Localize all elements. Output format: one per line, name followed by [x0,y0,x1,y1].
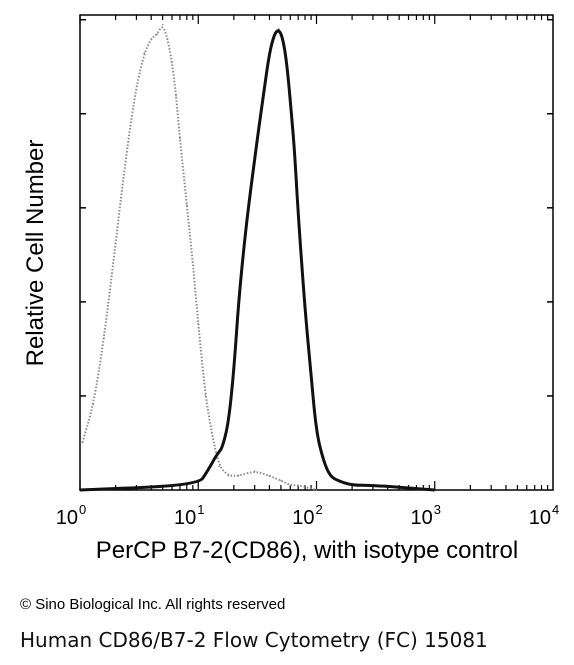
x-tick-label: 10 4 [529,502,559,529]
cd86-stained-point [285,61,288,64]
cd86-stained-point [268,52,271,54]
isotype-control-point [171,61,173,64]
cd86-stained-point [237,299,240,301]
x-axis-ticks [79,15,549,490]
x-tick-label-base: 10 [56,507,78,529]
cd86-stained-point [233,370,235,373]
x-tick-labels: 10 0 10 1 10 2 10 3 10 4 [56,502,559,529]
x-tick-label: 10 2 [292,502,322,529]
isotype-control-point [192,261,194,263]
cd86-stained-point [244,232,247,235]
cd86-stained-point [293,147,296,149]
x-tick-label-exponent: 4 [552,502,559,517]
cd86-stained-point [329,475,331,477]
x-tick-label-exponent: 2 [316,502,323,517]
cd86-stained-point [197,484,200,487]
x-tick-label-base: 10 [174,507,196,529]
isotype-control-point [315,489,318,491]
isotype-control-point [197,323,200,325]
cd86-stained-point [434,489,436,491]
x-tick-label-exponent: 0 [79,502,86,517]
cd86-stained-point [297,213,300,216]
flow-cytometry-chart: 10 0 10 1 10 2 10 3 10 4 Relative Cell Number Per… [22,14,559,564]
cd86-stained-point [351,484,353,487]
x-tick-label-exponent: 1 [197,502,204,517]
x-tick-label-exponent: 3 [434,502,441,517]
isotype-control-point [150,38,152,40]
cd86-stained-point [315,432,318,434]
cd86-stained-point [336,479,339,482]
isotype-control-point [92,403,95,406]
isotype-control-point [179,137,181,140]
cd86-stained-point [278,28,280,31]
isotype-control-point [227,475,230,477]
cd86-stained-point [310,375,312,377]
isotype-control-point [135,85,138,88]
isotype-control-point [204,394,207,396]
isotype-control-point [114,242,117,244]
isotype-control-point [103,337,105,339]
x-axis-title: PerCP B7-2(CD86), with isotype control [96,537,518,564]
x-tick-label: 10 0 [56,502,86,529]
isotype-control-point [81,441,84,444]
isotype-control-point [143,52,146,54]
cd86-stained-point [289,99,292,102]
isotype-control-point [218,465,220,468]
cd86-stained-point [221,446,224,449]
cd86-stained-point [206,470,209,472]
isotype-control-point [175,95,177,97]
copyright-notice: © Sino Biological Inc. All rights reserv… [20,596,286,613]
cd86-stained-point [257,133,259,135]
cd86-stained-point [322,460,325,463]
cd86-stained-point [218,451,220,453]
isotype-control-point [126,147,128,149]
isotype-control-point [289,484,292,487]
series-layer [79,23,436,492]
x-tick-label: 10 3 [411,502,441,529]
isotype-control-point [253,470,256,472]
y-axis-ticks [80,18,553,397]
isotype-control-point [161,23,164,26]
isotype-control-point [268,475,271,477]
cd86-stained-curve [79,29,435,492]
x-tick-label-base: 10 [411,507,433,529]
x-tick-label: 10 1 [174,502,204,529]
cd86-stained-point [263,90,265,92]
isotype-control-point [210,432,213,434]
isotype-control-point [186,204,188,206]
cd86-stained-point [214,456,217,458]
cd86-stained-point [304,308,306,311]
cd86-stained-point [282,38,284,40]
cd86-stained-point [273,33,276,35]
figure-caption: Human CD86/B7-2 Flow Cytometry (FC) 1508… [20,628,488,652]
cd86-stained-point [79,489,81,491]
cd86-stained-point [372,484,374,487]
cd86-stained-point [227,422,230,425]
isotype-control-curve [81,26,317,491]
x-tick-label-base: 10 [529,507,551,529]
x-tick-label-base: 10 [292,507,314,529]
isotype-control-point [297,484,300,487]
isotype-control-point [156,33,158,35]
isotype-control-point [166,38,169,40]
isotype-control-point [280,479,282,482]
isotype-control-point [237,475,240,477]
y-axis-title: Relative Cell Number [22,140,49,367]
cd86-stained-point [250,185,252,187]
